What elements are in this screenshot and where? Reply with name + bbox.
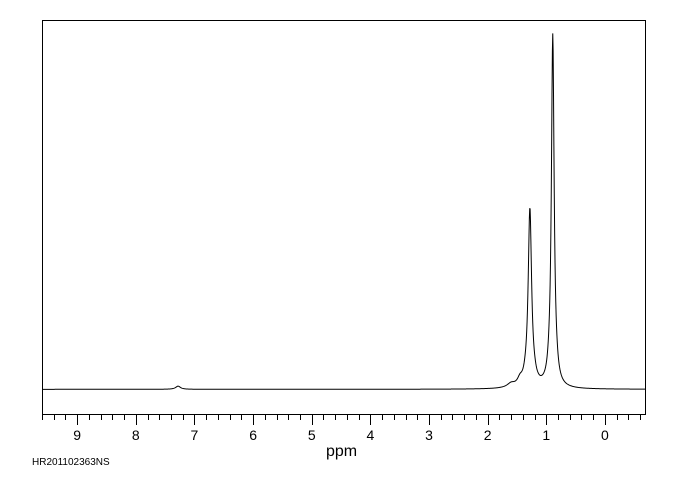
x-tick-minor (452, 415, 453, 420)
x-tick-major (605, 415, 606, 425)
x-tick-major (546, 415, 547, 425)
x-tick-minor (277, 415, 278, 420)
x-tick-minor (476, 415, 477, 420)
x-tick-minor (265, 415, 266, 420)
x-tick-minor (112, 415, 113, 420)
x-tick-minor (124, 415, 125, 420)
x-tick-minor (218, 415, 219, 420)
x-tick-minor (382, 415, 383, 420)
x-tick-minor (288, 415, 289, 420)
x-tick-minor (523, 415, 524, 420)
x-tick-label: 9 (73, 427, 81, 443)
x-tick-major (194, 415, 195, 425)
x-tick-minor (640, 415, 641, 420)
x-tick-minor (159, 415, 160, 420)
x-tick-minor (558, 415, 559, 420)
x-tick-label: 6 (249, 427, 257, 443)
x-tick-minor (148, 415, 149, 420)
x-tick-label: 2 (484, 427, 492, 443)
x-tick-major (488, 415, 489, 425)
x-tick-major (370, 415, 371, 425)
x-tick-minor (499, 415, 500, 420)
x-tick-major (253, 415, 254, 425)
x-tick-minor (42, 415, 43, 420)
x-tick-minor (171, 415, 172, 420)
x-tick-label: 0 (601, 427, 609, 443)
x-tick-minor (617, 415, 618, 420)
x-tick-label: 7 (191, 427, 199, 443)
x-tick-minor (241, 415, 242, 420)
x-tick-label: 1 (542, 427, 550, 443)
x-tick-minor (65, 415, 66, 420)
x-tick-minor (359, 415, 360, 420)
x-tick-major (136, 415, 137, 425)
spectrum-line (42, 20, 646, 415)
x-tick-minor (417, 415, 418, 420)
x-tick-label: 3 (425, 427, 433, 443)
x-tick-minor (300, 415, 301, 420)
x-tick-minor (581, 415, 582, 420)
x-tick-minor (464, 415, 465, 420)
x-tick-minor (230, 415, 231, 420)
x-tick-minor (570, 415, 571, 420)
x-axis-label: ppm (326, 443, 357, 461)
x-tick-minor (54, 415, 55, 420)
nmr-spectrum-chart: 9 8 7 6 5 4 3 2 1 0 ppm HR201102363NS (0, 0, 680, 500)
x-tick-minor (335, 415, 336, 420)
x-tick-minor (323, 415, 324, 420)
x-tick-label: 4 (366, 427, 374, 443)
x-tick-minor (89, 415, 90, 420)
x-tick-label: 8 (132, 427, 140, 443)
x-tick-minor (394, 415, 395, 420)
x-tick-minor (628, 415, 629, 420)
x-tick-minor (347, 415, 348, 420)
x-tick-minor (593, 415, 594, 420)
x-tick-major (77, 415, 78, 425)
x-tick-minor (441, 415, 442, 420)
footer-code: HR201102363NS (32, 457, 110, 468)
x-tick-minor (406, 415, 407, 420)
x-tick-label: 5 (308, 427, 316, 443)
x-tick-minor (535, 415, 536, 420)
x-tick-major (429, 415, 430, 425)
x-tick-minor (206, 415, 207, 420)
x-tick-major (312, 415, 313, 425)
x-tick-minor (511, 415, 512, 420)
x-tick-minor (101, 415, 102, 420)
x-tick-minor (183, 415, 184, 420)
